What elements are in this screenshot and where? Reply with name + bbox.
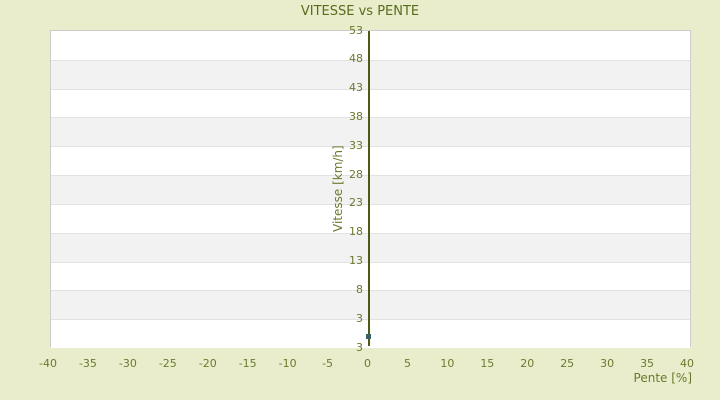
plot-band	[51, 261, 690, 291]
y-axis-title: Vitesse [km/h]	[331, 145, 345, 232]
chart-title: VITESSE vs PENTE	[300, 4, 420, 19]
plot-band	[51, 232, 690, 262]
x-tick-label: 0	[364, 357, 371, 370]
y-tick-label: 8	[356, 282, 363, 296]
x-tick-label: -10	[278, 357, 297, 370]
x-tick-label: 5	[403, 357, 411, 370]
x-tick-label: 10	[440, 357, 455, 370]
x-tick-label: -15	[238, 357, 257, 370]
x-tick-label: -40	[39, 357, 57, 370]
x-tick-label: -5	[322, 357, 334, 370]
x-tick-label: 15	[480, 357, 495, 370]
plot-band	[51, 175, 690, 204]
zero-gridline	[367, 31, 370, 346]
y-tick-label: 3	[356, 311, 363, 325]
data-point-marker	[366, 333, 371, 339]
x-tick-label: 40	[680, 357, 694, 370]
x-tick-label: -30	[118, 357, 137, 370]
x-tick-label: 30	[600, 357, 615, 370]
plot-area	[50, 30, 691, 348]
plot-band	[51, 88, 690, 118]
plot-band	[51, 319, 690, 348]
y-tick-label: 38	[349, 109, 363, 123]
y-tick-label: 3	[356, 340, 363, 354]
y-tick-label: 28	[349, 167, 363, 181]
x-tick-label: 35	[640, 357, 655, 370]
x-tick-label: -25	[158, 357, 177, 370]
y-tick-label: 53	[349, 23, 363, 37]
x-tick-label: -20	[198, 357, 217, 370]
y-tick-label: 43	[349, 81, 363, 95]
y-tick-label: 33	[349, 138, 363, 152]
y-tick-label: 23	[349, 196, 363, 210]
plot-band	[51, 146, 690, 176]
plot-band	[51, 203, 690, 233]
plot-band	[51, 59, 690, 89]
plot-band	[51, 31, 690, 60]
plot-band	[51, 290, 690, 320]
x-tick-label: -35	[78, 357, 97, 370]
y-tick-label: 48	[349, 52, 363, 66]
y-tick-label: 18	[349, 225, 363, 239]
x-tick-label: 25	[560, 357, 575, 370]
x-axis-title: Pente [%]	[633, 371, 692, 385]
y-tick-label: 13	[349, 254, 363, 268]
x-tick-label: 20	[520, 357, 535, 370]
plot-band	[51, 117, 690, 147]
